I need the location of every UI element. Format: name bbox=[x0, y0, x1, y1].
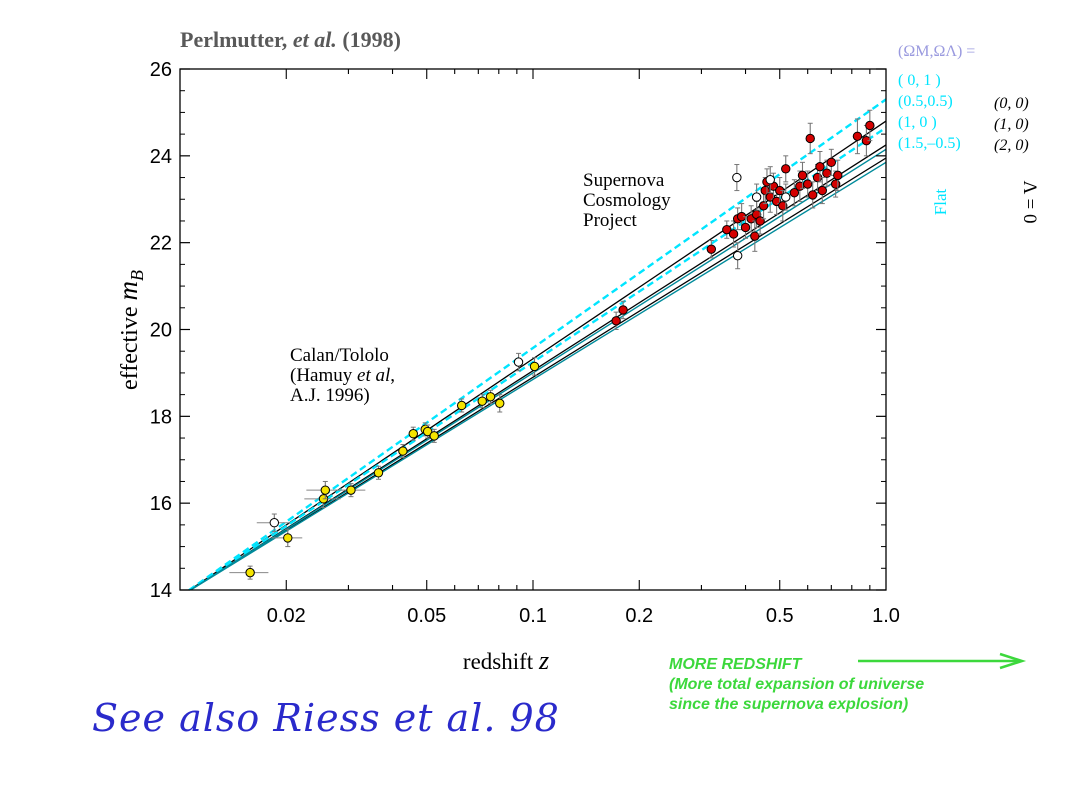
y-tick-label: 14 bbox=[150, 580, 172, 602]
x-tick-label: 1.0 bbox=[872, 605, 900, 627]
data-point-yellow bbox=[346, 485, 356, 495]
credit-author: Perlmutter, bbox=[180, 27, 288, 52]
data-point-open bbox=[751, 192, 762, 202]
data-point-red bbox=[805, 133, 815, 144]
credit-line: Perlmutter, et al. (1998) bbox=[180, 27, 401, 53]
legend-flat-entry-2: (1, 0 ) bbox=[898, 114, 937, 131]
y-tick-label: 24 bbox=[150, 146, 172, 168]
data-point-open bbox=[269, 518, 280, 528]
y-tick-label: 26 bbox=[150, 59, 172, 81]
y-axis-label: effective mB bbox=[113, 270, 147, 390]
x-tick-label: 0.2 bbox=[625, 605, 653, 627]
data-point-yellow bbox=[320, 485, 331, 495]
x-tick-label: 0.1 bbox=[519, 605, 547, 627]
data-point-red bbox=[789, 188, 800, 198]
data-point-yellow bbox=[477, 396, 487, 406]
legend-lambda0-entry-2: (2, 0) bbox=[994, 137, 1029, 154]
data-point-open bbox=[781, 192, 791, 202]
data-point-red bbox=[611, 316, 621, 326]
data-point-red bbox=[808, 190, 818, 200]
data-point-yellow bbox=[495, 398, 505, 409]
calan-annotation-line-2: A.J. 1996) bbox=[290, 385, 370, 406]
data-point-yellow bbox=[456, 400, 467, 411]
x-tick-label: 0.02 bbox=[267, 605, 306, 627]
data-point-yellow bbox=[245, 567, 255, 578]
data-point-red bbox=[830, 179, 841, 189]
calan-annotation-line-1: (Hamuy et al, bbox=[290, 365, 395, 386]
legend-header: (ΩM,ΩΛ) = bbox=[898, 43, 975, 60]
y-tick-label: 18 bbox=[150, 406, 172, 428]
data-point-red bbox=[758, 201, 769, 211]
y-tick-label: 22 bbox=[150, 233, 172, 255]
data-point-red bbox=[781, 164, 791, 174]
scp-annotation-line-1: Cosmology bbox=[583, 190, 671, 211]
data-point-red bbox=[618, 305, 628, 315]
data-point-open bbox=[732, 250, 743, 261]
flat-curve-2 bbox=[188, 148, 886, 590]
data-point-open bbox=[513, 357, 524, 367]
more-redshift-arrowhead bbox=[999, 652, 1027, 670]
data-point-red bbox=[728, 229, 739, 239]
legend-lambda0-entry-1: (1, 0) bbox=[994, 116, 1029, 133]
data-point-yellow bbox=[373, 468, 384, 478]
more-redshift-line2: (More total expansion of universe bbox=[669, 676, 925, 693]
x-tick-label: 0.05 bbox=[407, 605, 446, 627]
data-point-red bbox=[750, 231, 760, 241]
data-point-red bbox=[722, 224, 732, 235]
data-point-red bbox=[852, 131, 863, 141]
data-point-red bbox=[740, 222, 751, 233]
y-tick-label: 16 bbox=[150, 493, 172, 515]
scp-annotation-line-2: Project bbox=[583, 210, 638, 231]
data-point-red bbox=[706, 244, 717, 254]
y-tick-label: 20 bbox=[150, 320, 172, 342]
data-point-yellow bbox=[529, 361, 540, 372]
flat-curve-3 bbox=[189, 161, 886, 590]
data-point-open bbox=[765, 175, 775, 185]
data-point-yellow bbox=[485, 392, 496, 402]
x-tick-label: 0.5 bbox=[766, 605, 794, 627]
legend-flat-entry-1: (0.5,0.5) bbox=[898, 93, 953, 110]
more-redshift-line1: MORE REDSHIFT bbox=[669, 656, 802, 673]
plot-frame bbox=[179, 68, 887, 591]
legend-lambda0-entry-0: (0, 0) bbox=[994, 95, 1029, 112]
data-point-red bbox=[865, 120, 875, 131]
data-point-yellow bbox=[283, 533, 293, 543]
data-point-red bbox=[778, 201, 788, 211]
credit-etal: et al. bbox=[292, 27, 337, 52]
legend-flat-label: Flat bbox=[931, 189, 950, 216]
x-axis-label: redshift z bbox=[463, 646, 549, 675]
more-redshift-note: MORE REDSHIFT (More total expansion of u… bbox=[669, 655, 924, 715]
data-point-yellow bbox=[429, 431, 439, 441]
legend-flat-entry-0: ( 0, 1 ) bbox=[898, 72, 941, 89]
more-redshift-line3: since the supernova explosion) bbox=[669, 696, 909, 713]
data-point-red bbox=[817, 185, 827, 196]
flat-curve-0 bbox=[187, 98, 886, 590]
legend-flat-entry-3: (1.5,–0.5) bbox=[898, 135, 961, 152]
data-point-red bbox=[797, 170, 808, 181]
data-point-yellow bbox=[408, 429, 418, 439]
data-point-red bbox=[826, 157, 837, 168]
calan-annotation-line-0: Calan/Tololo bbox=[290, 345, 389, 366]
footnote: See also Riess et al. 98 bbox=[92, 696, 560, 740]
data-point-red bbox=[802, 179, 813, 189]
credit-year: (1998) bbox=[342, 27, 401, 52]
data-point-red bbox=[815, 161, 825, 172]
scp-annotation-line-0: Supernova bbox=[583, 170, 665, 191]
data-point-open bbox=[732, 172, 742, 183]
legend-lambda0-label: Λ = 0 bbox=[1019, 180, 1040, 223]
data-point-yellow bbox=[422, 426, 433, 437]
data-point-red bbox=[822, 168, 832, 178]
data-point-yellow bbox=[398, 446, 408, 456]
data-point-red bbox=[833, 170, 843, 181]
